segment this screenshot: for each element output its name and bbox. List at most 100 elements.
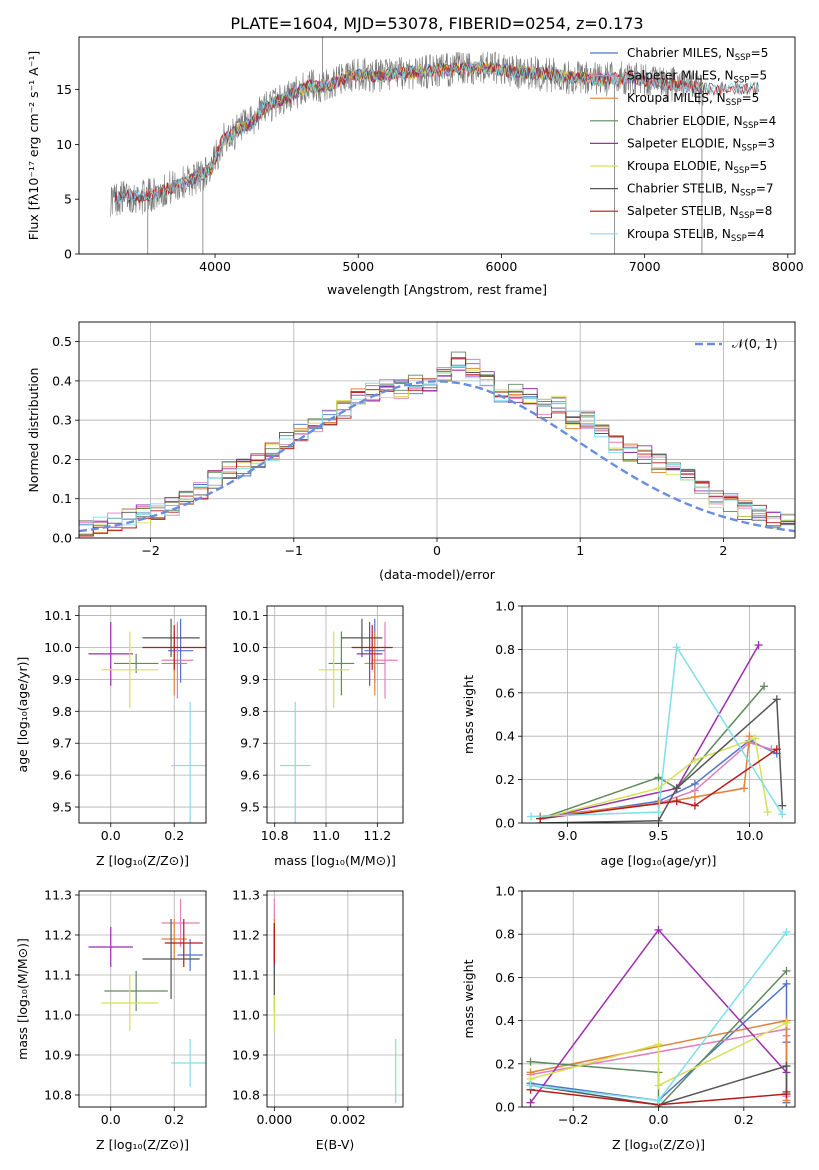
weight-series-line	[531, 644, 783, 818]
y-axis-label: mass weight	[461, 959, 476, 1038]
legend-label-sub: SSP	[741, 143, 757, 153]
x-axis-label: Z [log₁₀(Z/Z⊙)]	[96, 1137, 189, 1152]
legend-label: Chabrier MILES, NSSP=5	[627, 46, 768, 63]
legend-label-tail: =7	[756, 182, 774, 196]
y-tick-label: 11.3	[232, 888, 260, 903]
y-axis-label: mass weight	[461, 675, 476, 754]
x-tick-label: 10.0	[736, 828, 764, 843]
x-tick-label: 10.8	[261, 828, 289, 843]
x-tick-label: 0.0	[649, 1112, 669, 1127]
legend-label: Kroupa ELODIE, NSSP=5	[627, 159, 767, 176]
x-tick-label: −0.2	[558, 1112, 588, 1127]
y-tick-label: 1.0	[495, 884, 515, 899]
x-axis-label: mass [log₁₀(M/M⊙)]	[274, 853, 396, 868]
y-axis-label: Normed distribution	[26, 368, 41, 493]
legend-label-sub: SSP	[739, 211, 755, 221]
legend-label-tail: =5	[751, 46, 769, 60]
y-tick-label: 10.1	[232, 608, 260, 623]
y-tick-label: 11.3	[44, 888, 72, 903]
y-tick-label: 10.8	[44, 1088, 72, 1103]
y-tick-label: 0.4	[495, 1013, 515, 1028]
legend-label: Salpeter MILES, NSSP=5	[627, 69, 767, 86]
y-tick-label: 9.5	[240, 800, 260, 815]
x-tick-label: 0.2	[164, 1112, 184, 1127]
x-axis-label: Z [log₁₀(Z/Z⊙)]	[612, 1137, 705, 1152]
legend-label-tail: =4	[759, 114, 777, 128]
y-tick-label: 0.2	[495, 1056, 515, 1071]
legend-label-tail: =5	[749, 69, 767, 83]
legend-label-sub: SSP	[726, 98, 742, 108]
legend-label-main: Chabrier MILES, N	[627, 46, 735, 60]
legend-label: 𝒩(0, 1)	[732, 336, 778, 351]
legend-label-sub: SSP	[743, 121, 759, 131]
y-tick-label: 11.2	[232, 928, 260, 943]
y-tick-label: 11.0	[44, 1008, 72, 1023]
axes-frame	[521, 890, 796, 1108]
legend-label-tail: =4	[747, 227, 765, 241]
legend-label-main: Kroupa STELIB, N	[627, 227, 731, 241]
x-tick-label: 5000	[342, 259, 374, 274]
y-tick-label: 0.5	[52, 334, 72, 349]
y-tick-label: 0.4	[52, 373, 72, 388]
x-axis-label: Z [log₁₀(Z/Z⊙)]	[96, 853, 189, 868]
legend-label-tail: =8	[755, 204, 773, 218]
model-spectrum-line	[114, 61, 759, 204]
y-axis-label: Flux [fλ10⁻¹⁷ erg cm⁻² s⁻¹ A⁻¹]	[26, 51, 41, 240]
panel-residuals: −2 −1 0 1 2 0.0 0.1 0.2 0.3 0.4 0.5 (data-model)/er…	[26, 321, 796, 582]
legend-label: Kroupa MILES, NSSP=5	[627, 91, 759, 108]
x-tick-label: 8000	[772, 259, 804, 274]
x-tick-label: 1	[576, 543, 584, 558]
y-tick-label: 5	[64, 192, 72, 207]
histogram-step-line	[79, 365, 795, 538]
legend-label-sub: SSP	[734, 166, 750, 176]
x-tick-label: 9.0	[558, 828, 578, 843]
panel-weight-vs-z: −0.2 0.0 0.2 0.0 0.2 0.4 0.6 0.8 1.0 Z [log₁₀(Z/Z…	[461, 884, 796, 1152]
x-tick-label: 2	[719, 543, 727, 558]
axes-frame	[78, 890, 207, 1108]
y-tick-label: 1.0	[495, 599, 515, 614]
y-tick-label: 11.1	[232, 968, 260, 983]
plot-area	[79, 351, 795, 538]
figure-title: PLATE=1604, MJD=53078, FIBERID=0254, z=0…	[230, 14, 643, 33]
y-tick-label: 11.0	[232, 1008, 260, 1023]
y-tick-label: 9.7	[240, 736, 260, 751]
plot-area	[526, 925, 791, 1107]
x-axis-label: (data-model)/error	[379, 567, 496, 582]
x-tick-label: 6000	[486, 259, 518, 274]
legend-label-sub: SSP	[740, 189, 756, 199]
y-tick-label: 10.8	[232, 1088, 260, 1103]
weight-series-line	[530, 970, 788, 1107]
y-tick-label: 9.8	[240, 704, 260, 719]
x-tick-label: −1	[285, 543, 303, 558]
legend-label-tail: =5	[749, 159, 767, 173]
legend-label-tail: =3	[757, 136, 775, 150]
x-tick-label: 0.000	[256, 1112, 292, 1127]
y-tick-label: 10.1	[44, 608, 72, 623]
axes-frame	[78, 36, 796, 255]
legend-label-main: Salpeter ELODIE, N	[627, 136, 741, 150]
y-tick-label: 9.7	[52, 736, 72, 751]
y-tick-label: 15	[56, 82, 72, 97]
plot-area	[88, 618, 206, 823]
legend-label-tail: =5	[742, 91, 760, 105]
x-tick-label: 0.2	[164, 828, 184, 843]
x-tick-label: 7000	[629, 259, 661, 274]
y-tick-label: 0.0	[495, 1100, 515, 1115]
y-tick-label: 0.2	[495, 772, 515, 787]
x-tick-label: 0.002	[330, 1112, 366, 1127]
panel-age-vs-z: 0.0 0.2 9.5 9.6 9.7 9.8 9.9 10.0 10.1 Z [log₁₀(Z/…	[15, 605, 207, 868]
y-tick-label: 0.0	[495, 816, 515, 831]
model-spectrum-line	[114, 61, 759, 205]
y-tick-label: 0.8	[495, 642, 515, 657]
y-tick-label: 9.8	[52, 704, 72, 719]
plot-area	[279, 618, 398, 823]
weight-series-line	[540, 748, 778, 820]
x-tick-label: 0.0	[101, 1112, 121, 1127]
y-tick-label: 9.9	[52, 672, 72, 687]
legend-label-main: Chabrier ELODIE, N	[627, 114, 743, 128]
y-tick-label: 0.4	[495, 729, 515, 744]
y-tick-label: 9.9	[240, 672, 260, 687]
y-tick-label: 9.5	[52, 800, 72, 815]
y-tick-label: 0.1	[52, 491, 72, 506]
y-axis-label: mass [log₁₀(M/M⊙)]	[15, 938, 30, 1060]
